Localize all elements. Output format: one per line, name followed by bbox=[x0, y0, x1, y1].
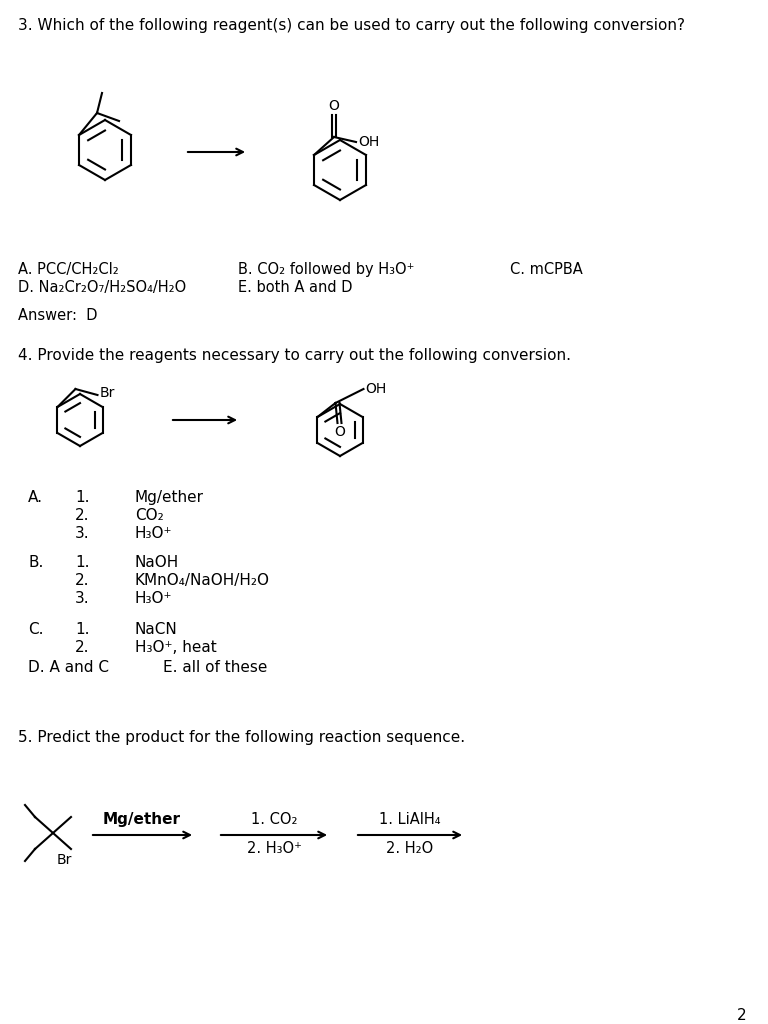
Text: D. Na₂Cr₂O₇/H₂SO₄/H₂O: D. Na₂Cr₂O₇/H₂SO₄/H₂O bbox=[18, 280, 187, 295]
Text: 1.: 1. bbox=[75, 622, 90, 637]
Text: Answer:  D: Answer: D bbox=[18, 308, 98, 323]
Text: H₃O⁺, heat: H₃O⁺, heat bbox=[135, 640, 217, 655]
Text: B.: B. bbox=[28, 555, 43, 570]
Text: NaOH: NaOH bbox=[135, 555, 179, 570]
Text: Mg/ether: Mg/ether bbox=[103, 812, 181, 827]
Text: 3. Which of the following reagent(s) can be used to carry out the following conv: 3. Which of the following reagent(s) can… bbox=[18, 18, 685, 33]
Text: 2. H₂O: 2. H₂O bbox=[386, 841, 434, 856]
Text: OH: OH bbox=[366, 382, 387, 396]
Text: H₃O⁺: H₃O⁺ bbox=[135, 591, 173, 606]
Text: 1. CO₂: 1. CO₂ bbox=[250, 812, 297, 827]
Text: 1. LiAlH₄: 1. LiAlH₄ bbox=[379, 812, 441, 827]
Text: NaCN: NaCN bbox=[135, 622, 177, 637]
Text: D. A and C: D. A and C bbox=[28, 660, 109, 675]
Text: 5. Predict the product for the following reaction sequence.: 5. Predict the product for the following… bbox=[18, 730, 465, 745]
Text: H₃O⁺: H₃O⁺ bbox=[135, 526, 173, 541]
Text: OH: OH bbox=[358, 135, 379, 150]
Text: O: O bbox=[334, 425, 345, 439]
Text: CO₂: CO₂ bbox=[135, 508, 164, 523]
Text: 2.: 2. bbox=[75, 573, 90, 588]
Text: 1.: 1. bbox=[75, 555, 90, 570]
Text: Br: Br bbox=[100, 386, 115, 400]
Text: A. PCC/CH₂Cl₂: A. PCC/CH₂Cl₂ bbox=[18, 262, 119, 278]
Text: E. all of these: E. all of these bbox=[163, 660, 267, 675]
Text: A.: A. bbox=[28, 490, 43, 505]
Text: C. mCPBA: C. mCPBA bbox=[510, 262, 583, 278]
Text: 2.: 2. bbox=[75, 508, 90, 523]
Text: B. CO₂ followed by H₃O⁺: B. CO₂ followed by H₃O⁺ bbox=[238, 262, 415, 278]
Text: 2. H₃O⁺: 2. H₃O⁺ bbox=[247, 841, 301, 856]
Text: 3.: 3. bbox=[75, 591, 90, 606]
Text: 1.: 1. bbox=[75, 490, 90, 505]
Text: C.: C. bbox=[28, 622, 44, 637]
Text: 2.: 2. bbox=[75, 640, 90, 655]
Text: O: O bbox=[329, 99, 339, 113]
Text: 2: 2 bbox=[737, 1008, 746, 1023]
Text: 3.: 3. bbox=[75, 526, 90, 541]
Text: Br: Br bbox=[57, 853, 72, 867]
Text: KMnO₄/NaOH/H₂O: KMnO₄/NaOH/H₂O bbox=[135, 573, 270, 588]
Text: 4. Provide the reagents necessary to carry out the following conversion.: 4. Provide the reagents necessary to car… bbox=[18, 348, 571, 362]
Text: Mg/ether: Mg/ether bbox=[135, 490, 204, 505]
Text: E. both A and D: E. both A and D bbox=[238, 280, 353, 295]
